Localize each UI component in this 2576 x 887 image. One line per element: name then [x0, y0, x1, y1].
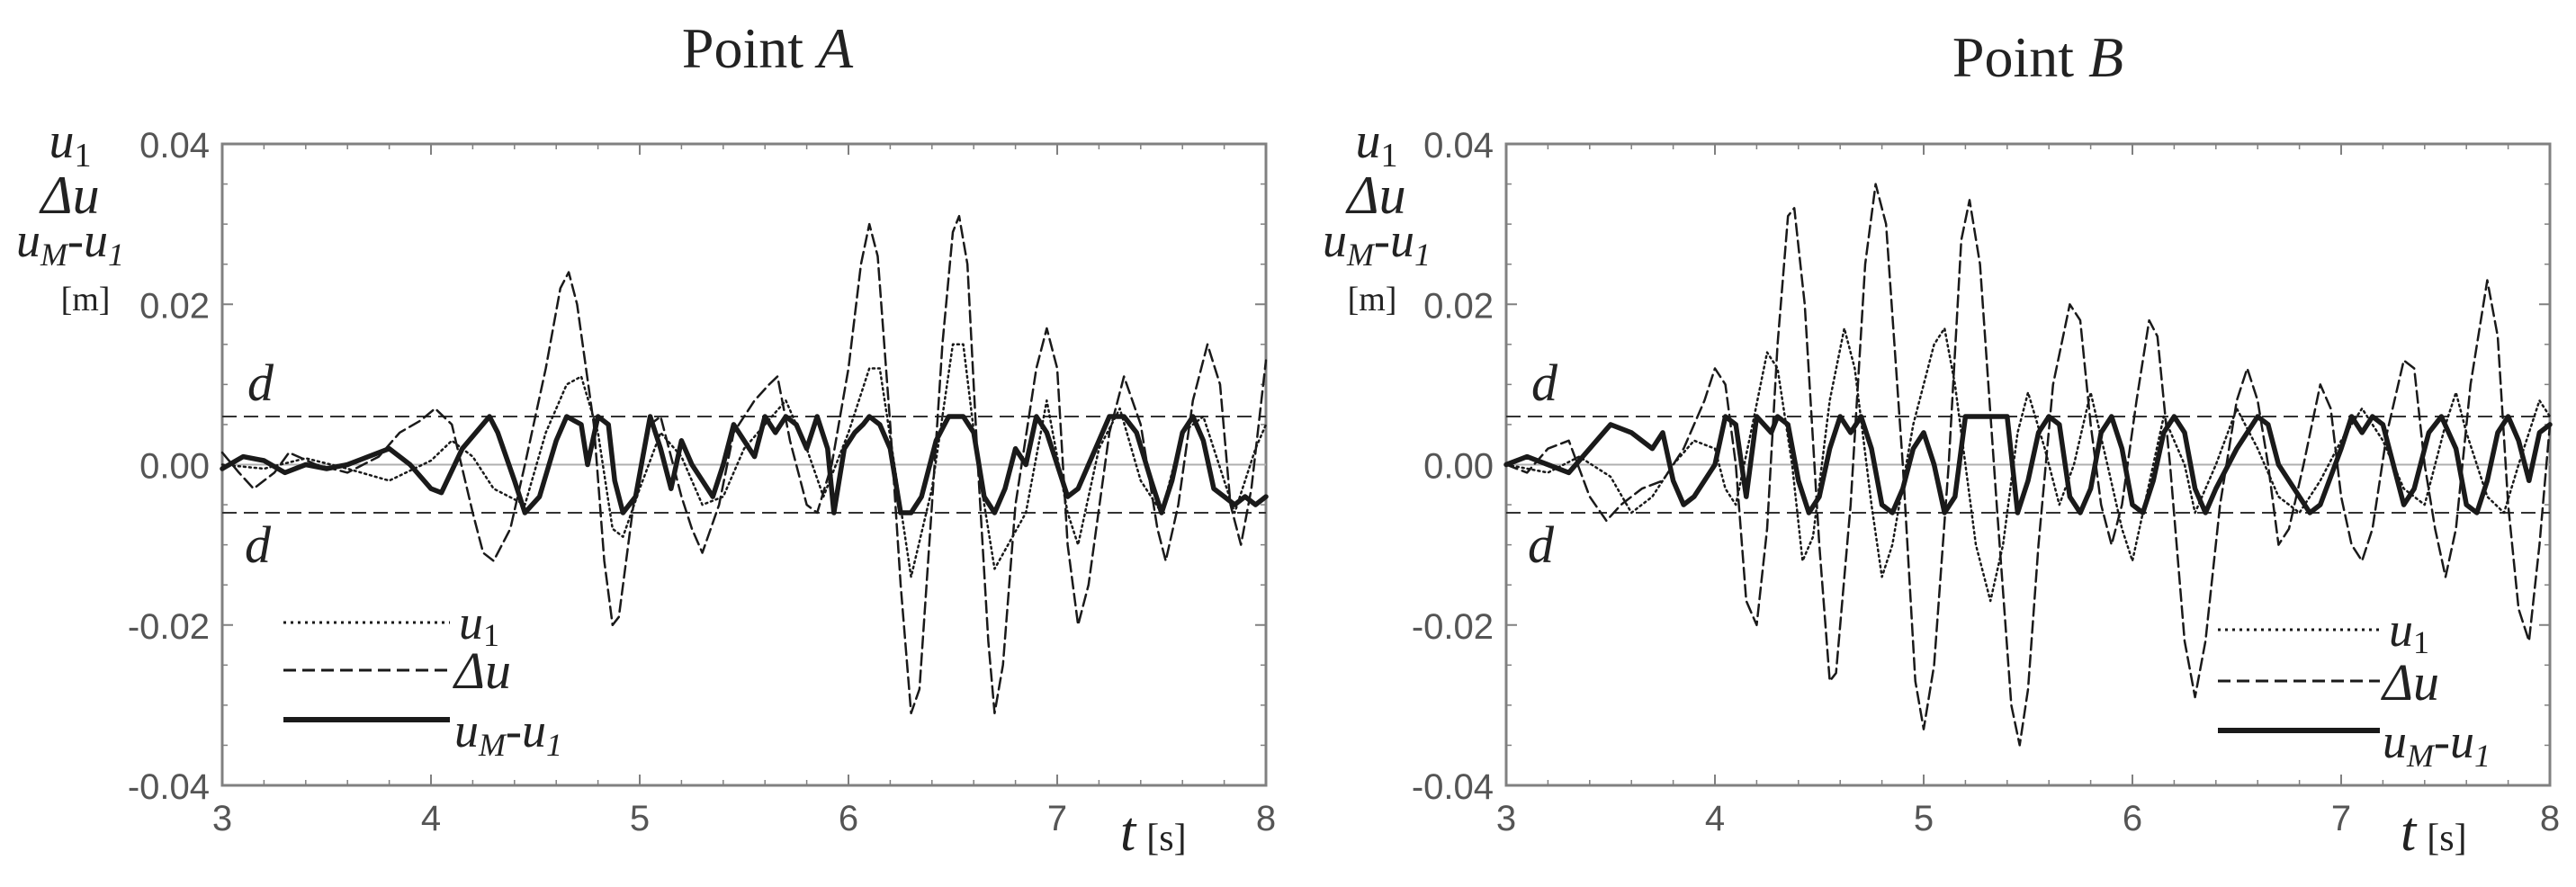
- y-tick-labels: 0.04 0.02 0.00 -0.02 -0.04: [1412, 126, 1494, 807]
- threshold-label-lower: d: [245, 515, 272, 574]
- y-axis-label: u1 Δu uM-u1 [m]: [1323, 113, 1431, 318]
- threshold-label-upper: d: [1531, 354, 1558, 412]
- x-tick-label: 5: [1914, 799, 1934, 838]
- legend-label-um-u1: uM-u1: [454, 703, 562, 763]
- series-layer: [1503, 183, 2553, 747]
- x-tick-label: 5: [630, 799, 650, 838]
- x-tick-label: 4: [1705, 799, 1725, 838]
- x-tick-label: 6: [2123, 799, 2142, 838]
- series-line-uM-u1: [220, 414, 1269, 515]
- threshold-label-upper: d: [247, 354, 274, 412]
- x-tick-labels: 3 4 5 6 7 8: [212, 799, 1276, 838]
- series-layer: [220, 214, 1269, 715]
- legend-label-u1: u1: [2389, 603, 2429, 660]
- chart-title: Point B: [1952, 25, 2123, 89]
- x-tick-label: 3: [212, 799, 232, 838]
- legend-label-delta-u: Δu: [453, 641, 511, 700]
- x-tick-label: 7: [2331, 799, 2351, 838]
- chart-point-a: Point A u1 Δu uM-u1 [m] 0.04 0.02 0.00 -0.0…: [16, 16, 1276, 863]
- ylabel-unit: [m]: [1348, 281, 1397, 318]
- y-tick-label: 0.00: [1423, 447, 1494, 487]
- series-line-uM-u1: [1503, 414, 2553, 515]
- legend-label-u1: u1: [459, 596, 499, 653]
- legend: u1 Δu uM-u1: [283, 596, 562, 763]
- ylabel-unit: [m]: [61, 281, 111, 318]
- y-tick-label: -0.04: [1412, 767, 1494, 807]
- x-tick-label: 8: [2540, 799, 2560, 838]
- ylabel-delta-u: Δu: [39, 166, 99, 225]
- x-tick-label: 6: [839, 799, 858, 838]
- x-axis-label: t [s]: [1120, 802, 1187, 863]
- ylabel-um-u1: uM-u1: [16, 213, 124, 273]
- x-axis-label: t [s]: [2401, 802, 2467, 863]
- y-tick-label: 0.02: [1423, 286, 1494, 326]
- y-tick-label: -0.04: [128, 767, 210, 807]
- y-tick-label: 0.00: [139, 447, 210, 487]
- x-tick-label: 7: [1047, 799, 1067, 838]
- chart-title: Point A: [682, 16, 854, 80]
- ylabel-delta-u: Δu: [1345, 166, 1405, 225]
- x-tick-label: 4: [421, 799, 441, 838]
- y-tick-labels: 0.04 0.02 0.00 -0.02 -0.04: [128, 126, 210, 807]
- ylabel-u1: u1: [49, 113, 92, 175]
- x-tick-label: 8: [1256, 799, 1276, 838]
- series-line-Δu: [220, 214, 1268, 715]
- x-tick-labels: 3 4 5 6 7 8: [1496, 799, 2560, 838]
- legend: u1 Δu uM-u1: [2218, 603, 2491, 774]
- y-tick-label: 0.04: [1423, 126, 1494, 166]
- series-line-u1: [1504, 327, 2552, 603]
- series-line-u1: [220, 343, 1268, 578]
- axis-ticks: [1505, 143, 2551, 786]
- y-axis-label: u1 Δu uM-u1 [m]: [16, 113, 124, 318]
- y-tick-label: -0.02: [1412, 607, 1494, 647]
- y-tick-label: 0.02: [139, 286, 210, 326]
- series-line-Δu: [1504, 183, 2552, 747]
- y-tick-label: -0.02: [128, 607, 210, 647]
- threshold-label-lower: d: [1528, 515, 1555, 574]
- legend-label-delta-u: Δu: [2381, 653, 2439, 712]
- ylabel-u1: u1: [1356, 113, 1398, 175]
- chart-point-b: Point B u1 Δu uM-u1 [m] 0.04 0.02 0.00 -0.0…: [1323, 25, 2560, 863]
- y-tick-label: 0.04: [139, 126, 210, 166]
- ylabel-um-u1: uM-u1: [1323, 213, 1431, 273]
- legend-label-um-u1: uM-u1: [2383, 714, 2491, 774]
- x-tick-label: 3: [1496, 799, 1516, 838]
